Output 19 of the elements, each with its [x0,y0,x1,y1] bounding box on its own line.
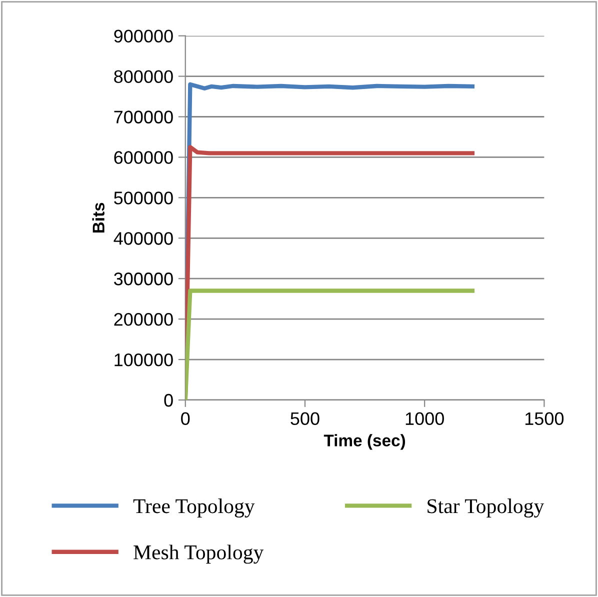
y-tick-label: 300000 [114,272,173,286]
y-tick-label: 900000 [114,30,173,43]
y-tick-label: 600000 [114,151,173,164]
y-tick-label: 500000 [114,192,173,204]
y-tick-label: 0 [164,394,173,407]
x-tick-label: 1500 [525,412,564,426]
y-tick-label: 700000 [114,110,173,124]
x-axis-title: Time (sec) [324,434,406,450]
y-tick-label: 200000 [114,313,173,326]
y-tick-label: 400000 [114,232,173,245]
y-tick-label: 800000 [114,70,173,84]
y-axis-title: Bits [92,202,104,233]
x-tick-label: 0 [181,412,190,426]
y-tick-label: 100000 [114,353,173,366]
x-tick-label: 1000 [406,412,444,426]
legend-label: Tree Topology [133,498,255,518]
legend-label: Mesh Topology [134,544,264,564]
x-tick-label: 500 [290,412,320,426]
legend-label: Star Topology [428,498,544,518]
